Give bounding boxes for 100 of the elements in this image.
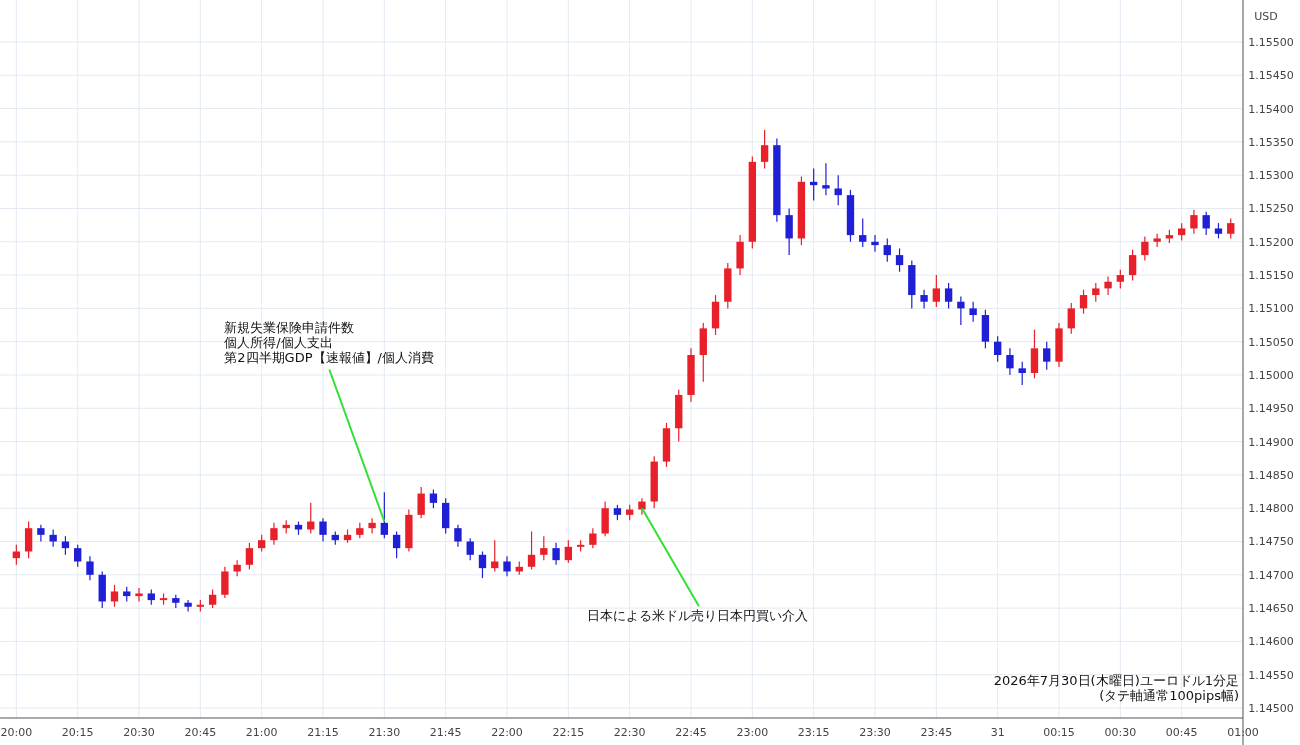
x-tick-label: 01:00 [1227,726,1259,739]
candlestick [1116,269,1125,289]
candlestick [503,555,511,577]
candlestick [589,527,597,549]
annotation: (タテ軸通常100pips幅) [1099,688,1239,703]
candlestick [417,486,425,519]
candlestick [466,537,474,561]
x-tick-label: 00:15 [1043,726,1075,739]
x-tick-label: 23:30 [859,726,891,739]
x-tick-label: 22:30 [613,726,646,739]
candlestick [1153,233,1161,248]
candlestick [552,542,560,566]
x-tick-label: 22:00 [491,726,523,739]
candlestick [491,539,499,573]
x-tick-label: 20:30 [123,726,155,739]
annotation: 個人所得/個人支出 [224,334,333,350]
x-tick-label: 31 [990,726,1005,739]
x-tick-label: 23:45 [920,726,953,739]
candlestick [37,524,45,543]
y-tick-label: 1.14700 [1248,568,1294,582]
candlestick [454,524,462,548]
candlestick [969,301,977,323]
y-tick-label: 1.15050 [1248,335,1294,349]
candlestick [1043,341,1051,371]
candlestick [184,599,192,613]
x-tick-label: 00:45 [1165,726,1198,739]
y-tick-label: 1.15100 [1248,302,1294,316]
candlestick [871,234,879,253]
y-tick-label: 1.14850 [1248,468,1294,482]
candlestick [760,129,769,170]
candlestick [86,555,94,581]
candlestick [957,295,965,326]
y-tick-label: 1.15350 [1248,135,1294,149]
y-tick-label: 1.15450 [1248,69,1294,83]
candlestick [478,550,487,579]
candlestick [1141,235,1149,262]
candlestick [993,335,1002,363]
y-tick-label: 1.15250 [1248,202,1294,216]
candlestick [368,517,376,535]
candlestick [1202,211,1210,236]
y-tick-label: 1.15000 [1248,368,1294,382]
candlestick [564,539,573,564]
y-tick-label: 1.14900 [1248,435,1294,449]
annotation: 日本による米ドル売り日本円買い介入 [586,608,808,624]
y-tick-label: 1.15150 [1248,269,1294,283]
candlestick [380,491,389,539]
candlestick [74,544,82,568]
candlestick [895,247,904,273]
y-axis-title: USD [1254,10,1278,23]
candlestick [429,488,438,509]
candlestick [307,502,315,535]
y-tick-label: 1.14800 [1248,502,1294,516]
candlestick [822,162,830,196]
candlestick [61,535,70,556]
y-tick-label: 1.14750 [1248,535,1294,549]
x-tick-label: 22:15 [552,726,585,739]
candlestick [1067,302,1075,335]
candlestick [319,517,327,543]
candlestick [1128,249,1137,282]
candlestick [24,520,33,559]
y-tick-label: 1.15400 [1248,102,1294,116]
annotation: 新規失業保険申請件数 [224,319,355,335]
candlestick [221,566,229,599]
annotation: 第2四半期GDP【速報値】/個人消費 [224,349,434,365]
candlestick [920,289,928,309]
candlestick [1006,347,1014,376]
y-tick-label: 1.15300 [1248,169,1294,183]
y-tick-label: 1.14500 [1248,702,1294,716]
x-tick-label: 21:00 [245,726,278,739]
candlestick [1190,209,1198,235]
candlestick [834,174,842,206]
candlestick [944,282,953,309]
candlestick [527,530,536,571]
candlestick [135,587,143,603]
candlestick [859,217,867,248]
y-tick-label: 1.14650 [1248,602,1294,616]
candlestick [1092,282,1100,303]
candlestick [540,535,548,561]
y-tick-label: 1.15500 [1248,35,1294,49]
x-tick-label: 21:45 [429,726,462,739]
candlestick [1104,275,1112,296]
candlestick [245,542,254,571]
x-tick-label: 21:15 [307,726,339,739]
x-tick-label: 21:30 [368,726,401,739]
y-tick-label: 1.15200 [1248,235,1294,249]
candlestick [932,274,941,308]
candlestick [785,207,793,256]
candlestick [12,544,21,566]
x-tick-label: 00:30 [1104,726,1137,739]
candlestick [1227,217,1235,240]
candlestick [1018,361,1026,386]
annotation: 2026年7月30日(木曜日)ユーロドル1分足 [993,673,1239,688]
candlestick [392,530,401,559]
x-tick-label: 20:15 [61,726,94,739]
candlestick [110,584,119,608]
y-tick-label: 1.14600 [1248,635,1294,649]
x-tick-label: 20:00 [0,726,33,739]
candlestick [270,522,278,546]
y-tick-label: 1.14550 [1248,668,1294,682]
y-tick-label: 1.14950 [1248,402,1294,416]
